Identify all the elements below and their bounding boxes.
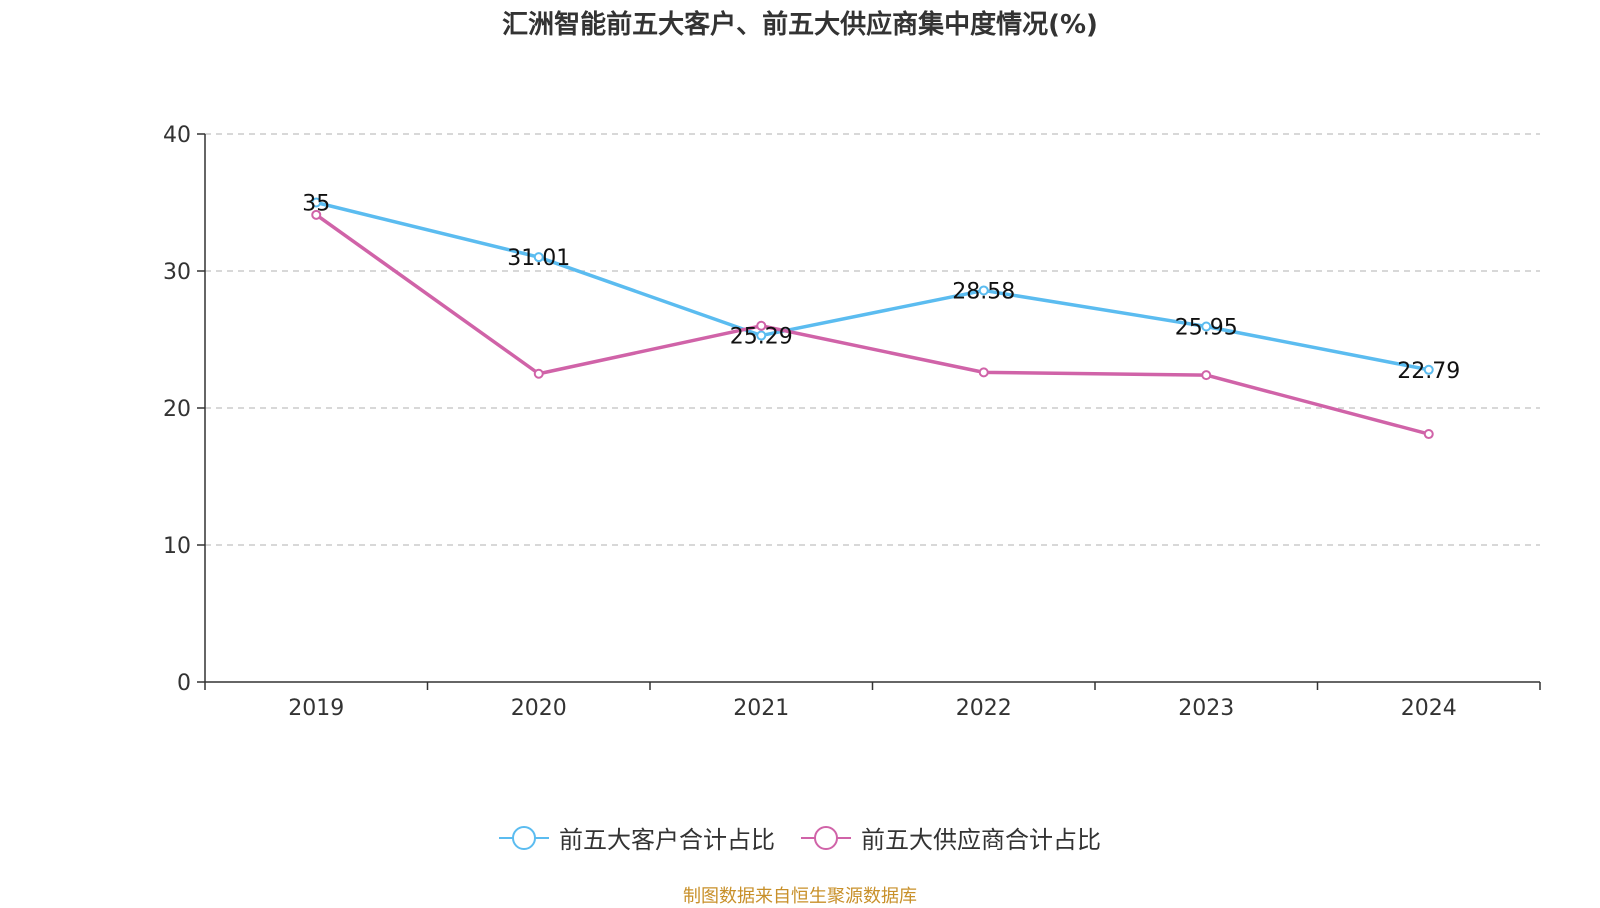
data-label: 22.79 bbox=[1397, 359, 1460, 384]
y-axis-ticks: 0 10 20 30 40 bbox=[163, 123, 205, 696]
y-tick-label: 30 bbox=[163, 260, 191, 285]
y-tick-label: 40 bbox=[163, 123, 191, 148]
legend-item-suppliers[interactable]: 前五大供应商合计占比 bbox=[801, 820, 1101, 855]
data-point-1 bbox=[1423, 429, 1434, 440]
legend-suppliers-icon bbox=[801, 825, 851, 850]
x-tick-label: 2020 bbox=[511, 696, 567, 721]
series-line-0 bbox=[315, 200, 1430, 372]
x-tick-label: 2022 bbox=[956, 696, 1012, 721]
data-label: 31.01 bbox=[507, 246, 570, 271]
data-labels: 35 31.01 25.29 28.58 25.95 22.79 bbox=[302, 192, 1460, 384]
data-label: 28.58 bbox=[952, 279, 1015, 304]
x-tick-label: 2024 bbox=[1401, 696, 1457, 721]
data-label: 25.29 bbox=[730, 325, 793, 350]
data-point-0 bbox=[311, 197, 322, 208]
data-label: 25.95 bbox=[1175, 315, 1238, 340]
x-tick-label: 2021 bbox=[733, 696, 789, 721]
y-tick-label: 20 bbox=[163, 397, 191, 422]
source-note: 制图数据来自恒生聚源数据库 bbox=[683, 886, 917, 907]
legend-item-customers[interactable]: 前五大客户合计占比 bbox=[499, 820, 775, 855]
data-point-0 bbox=[1201, 321, 1212, 332]
series-group bbox=[311, 197, 1434, 440]
x-tick-label: 2019 bbox=[288, 696, 344, 721]
x-axis-ticks: 2019 2020 2021 2022 2023 2024 bbox=[204, 682, 1541, 721]
legend: 前五大客户合计占比 前五大供应商合计占比 bbox=[0, 820, 1600, 855]
line-chart: 0 10 20 30 40 2019 2020 2021 2022 2023 2024 35 31.… bbox=[163, 123, 1541, 721]
data-point-0 bbox=[978, 285, 989, 296]
data-point-1 bbox=[311, 209, 322, 220]
data-point-1 bbox=[533, 368, 544, 379]
y-tick-label: 10 bbox=[163, 534, 191, 559]
grid-lines bbox=[205, 133, 1540, 546]
data-point-1 bbox=[756, 320, 767, 331]
data-point-0 bbox=[533, 252, 544, 263]
y-tick-label: 0 bbox=[177, 671, 191, 696]
data-point-0 bbox=[1423, 364, 1434, 375]
legend-customers-label: 前五大客户合计占比 bbox=[559, 826, 775, 854]
data-point-1 bbox=[1201, 370, 1212, 381]
data-point-0 bbox=[756, 330, 767, 341]
data-point-1 bbox=[978, 367, 989, 378]
x-tick-label: 2023 bbox=[1178, 696, 1234, 721]
legend-customers-icon bbox=[499, 825, 549, 850]
series-line-1 bbox=[315, 213, 1430, 436]
data-label: 35 bbox=[302, 192, 330, 217]
legend-suppliers-label: 前五大供应商合计占比 bbox=[861, 826, 1101, 854]
chart-title: 汇洲智能前五大客户、前五大供应商集中度情况(%) bbox=[502, 10, 1098, 40]
